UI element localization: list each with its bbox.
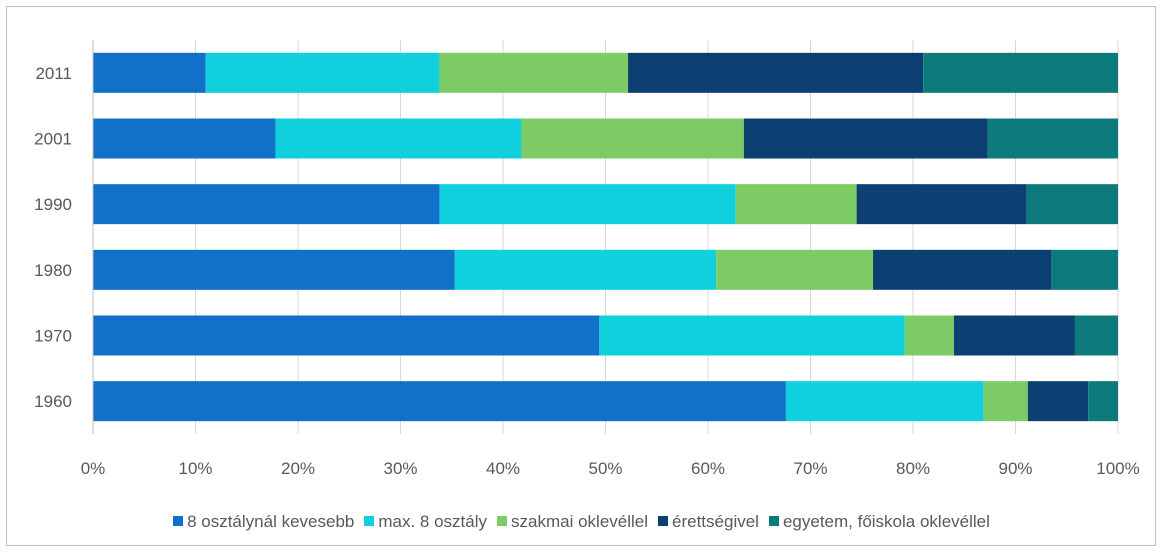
- legend-swatch: [364, 516, 375, 526]
- x-tick-label: 80%: [896, 459, 930, 478]
- bar-segment: [93, 381, 786, 422]
- bar-segment: [93, 184, 440, 225]
- bar-segment: [743, 118, 988, 159]
- legend-swatch: [768, 516, 779, 526]
- bar-segment: [275, 118, 522, 159]
- bar-segment: [1026, 184, 1118, 225]
- legend-item: érettségivel: [658, 512, 759, 532]
- bar-segment: [954, 315, 1075, 356]
- bar-segment: [93, 249, 455, 290]
- bar-segment: [628, 52, 924, 93]
- legend-item: egyetem, főiskola oklevéllel: [768, 512, 990, 532]
- legend-swatch: [658, 516, 669, 526]
- x-tick-label: 60%: [691, 459, 725, 478]
- bar-segment: [93, 118, 276, 159]
- y-tick-label: 2001: [34, 130, 72, 149]
- legend-item: 8 osztálynál kevesebb: [173, 512, 354, 532]
- x-tick-label: 90%: [998, 459, 1032, 478]
- legend: 8 osztálynál kevesebb max. 8 osztály szakm…: [0, 512, 1163, 532]
- bar-segment: [1074, 315, 1118, 356]
- legend-label: 8 osztálynál kevesebb: [187, 512, 355, 531]
- bar-segment: [439, 52, 629, 93]
- gridlines: [92, 40, 1119, 434]
- legend-item: max. 8 osztály: [364, 512, 487, 532]
- bars: [93, 52, 1118, 422]
- bar-segment: [904, 315, 954, 356]
- bar-segment: [93, 315, 600, 356]
- bar-segment: [785, 381, 984, 422]
- bar-segment: [856, 184, 1027, 225]
- legend-item: szakmai oklevéllel: [497, 512, 648, 532]
- bar-segment: [987, 118, 1118, 159]
- axes: 0% 10% 20% 30% 40% 50% 60% 70% 80% 90% 100% 2011 200…: [34, 40, 1140, 478]
- y-tick-label: 1990: [34, 195, 72, 214]
- y-tick-label: 1970: [34, 327, 72, 346]
- x-tick-label: 40%: [486, 459, 520, 478]
- bar-segment: [1088, 381, 1118, 422]
- y-tick-label: 1960: [34, 392, 72, 411]
- x-tick-label: 30%: [383, 459, 417, 478]
- bar-segment: [923, 52, 1118, 93]
- x-tick-label: 10%: [178, 459, 212, 478]
- legend-swatch: [497, 516, 508, 526]
- bar-segment: [454, 249, 717, 290]
- bar-segment: [983, 381, 1028, 422]
- x-tick-label: 100%: [1096, 459, 1139, 478]
- legend-label: egyetem, főiskola oklevéllel: [782, 512, 990, 531]
- bar-segment: [1027, 381, 1089, 422]
- y-tick-label: 1980: [34, 261, 72, 280]
- bar-segment: [521, 118, 744, 159]
- x-tick-label: 50%: [588, 459, 622, 478]
- bar-segment: [93, 52, 206, 93]
- bar-segment: [716, 249, 874, 290]
- legend-label: szakmai oklevéllel: [511, 512, 649, 531]
- x-tick-label: 20%: [281, 459, 315, 478]
- bar-segment: [599, 315, 905, 356]
- legend-label: max. 8 osztály: [378, 512, 488, 531]
- x-tick-label: 70%: [793, 459, 827, 478]
- bar-segment: [873, 249, 1052, 290]
- bar-segment: [439, 184, 736, 225]
- legend-label: érettségivel: [672, 512, 759, 531]
- bar-segment: [735, 184, 857, 225]
- bar-segment: [205, 52, 440, 93]
- bar-segment: [1051, 249, 1118, 290]
- y-tick-label: 2011: [35, 64, 72, 83]
- legend-swatch: [173, 516, 184, 526]
- x-tick-label: 0%: [81, 459, 106, 478]
- chart-plot: 0% 10% 20% 30% 40% 50% 60% 70% 80% 90% 100% 2011 200…: [34, 40, 1140, 478]
